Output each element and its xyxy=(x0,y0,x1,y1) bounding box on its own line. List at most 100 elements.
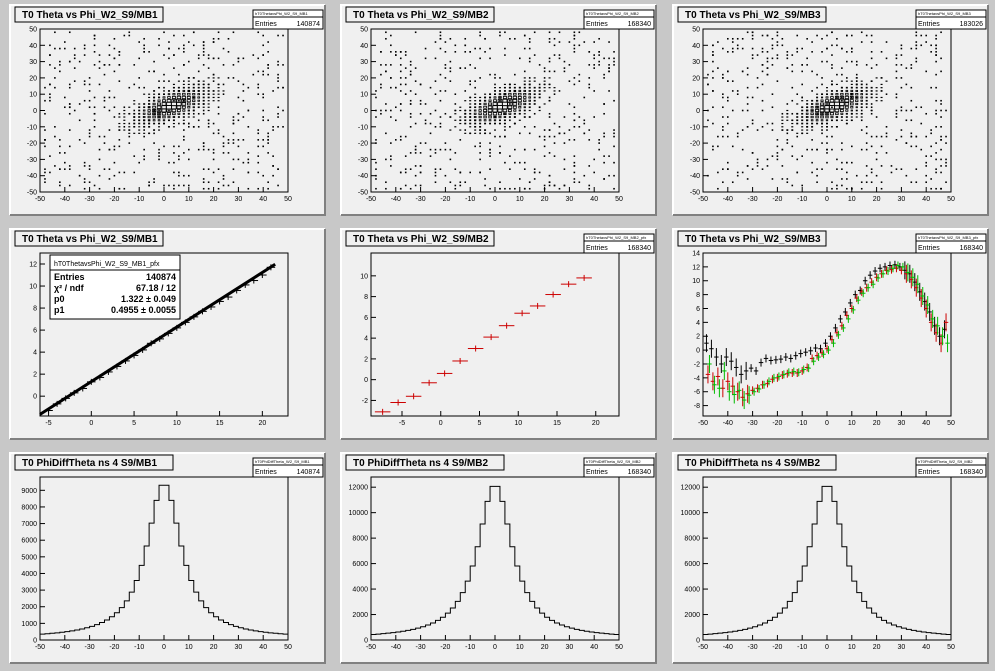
scatter-point xyxy=(469,103,472,105)
stats-box-name: hT0ThetavsPhi_W2_S9_MB2_pfx xyxy=(586,235,646,240)
scatter-cell xyxy=(487,105,493,109)
scatter-point xyxy=(242,99,245,102)
scatter-point xyxy=(712,54,714,56)
scatter-point xyxy=(128,106,131,108)
scatter-point xyxy=(183,51,185,53)
x-tick-label: -40 xyxy=(60,644,70,651)
scatter-point xyxy=(444,112,447,115)
scatter-point xyxy=(138,77,140,79)
scatter-point xyxy=(133,171,136,174)
x-tick-label: -10 xyxy=(797,420,807,427)
scatter-point xyxy=(202,142,205,144)
scatter-point xyxy=(439,99,442,102)
scatter-cell xyxy=(865,96,868,99)
scatter-point xyxy=(148,51,150,53)
scatter-point xyxy=(399,57,402,60)
scatter-point xyxy=(98,54,101,56)
scatter-cell xyxy=(192,109,195,112)
scatter-point xyxy=(533,31,536,34)
entries-label: Entries xyxy=(918,245,940,252)
scatter-point xyxy=(434,93,437,95)
scatter-cell xyxy=(167,96,171,99)
scatter-point xyxy=(68,165,71,167)
scatter-cell xyxy=(806,122,809,125)
y-tick-label: 9000 xyxy=(21,488,37,495)
scatter-point xyxy=(380,73,382,76)
scatter-cell xyxy=(508,86,511,89)
scatter-point xyxy=(538,86,541,89)
scatter-point xyxy=(791,64,794,66)
scatter-point xyxy=(935,60,937,63)
scatter-point xyxy=(44,86,46,89)
scatter-point xyxy=(756,165,759,167)
scatter-point xyxy=(375,139,377,141)
scatter-point xyxy=(479,47,481,50)
scatter-point xyxy=(875,174,878,177)
scatter-point xyxy=(791,86,794,89)
scatter-point xyxy=(826,161,828,164)
scatter-cell xyxy=(143,119,146,122)
scatter-point xyxy=(414,80,417,82)
scatter-cell xyxy=(528,86,531,89)
scatter-point xyxy=(503,83,506,86)
scatter-cell xyxy=(502,98,508,103)
scatter-point xyxy=(801,129,804,131)
scatter-point xyxy=(464,112,467,115)
x-tick-label: 10 xyxy=(848,644,856,651)
scatter-point xyxy=(509,103,511,105)
scatter-point xyxy=(123,171,126,174)
scatter-point xyxy=(870,51,873,53)
x-tick-label: -20 xyxy=(109,196,119,203)
scatter-point xyxy=(598,37,600,40)
scatter-cell xyxy=(825,96,829,99)
x-tick-label: -30 xyxy=(85,196,95,203)
scatter-cell xyxy=(138,122,141,125)
scatter-point xyxy=(277,126,279,128)
scatter-cell xyxy=(801,116,804,118)
scatter-point xyxy=(761,109,764,112)
scatter-point xyxy=(900,54,903,56)
scatter-cell xyxy=(473,115,477,119)
scatter-point xyxy=(568,80,571,82)
scatter-cell xyxy=(187,112,190,115)
scatter-point xyxy=(538,109,541,112)
scatter-cell xyxy=(474,125,477,128)
scatter-point xyxy=(202,178,205,180)
scatter-point xyxy=(920,122,923,125)
scatter-cell xyxy=(865,93,868,96)
scatter-point xyxy=(108,178,111,180)
scatter-point xyxy=(538,83,541,86)
scatter-point xyxy=(217,100,220,102)
scatter-point xyxy=(880,165,883,167)
scatter-cell xyxy=(834,95,839,99)
scatter-point xyxy=(751,34,754,37)
scatter-point xyxy=(895,77,898,79)
scatter-point xyxy=(543,155,546,157)
scatter-point xyxy=(469,96,472,99)
y-tick-label: -20 xyxy=(358,141,368,148)
scatter-cell xyxy=(474,122,477,125)
scatter-cell xyxy=(855,83,858,86)
scatter-point xyxy=(454,152,457,154)
scatter-point xyxy=(479,152,481,154)
scatter-cell xyxy=(844,98,850,103)
scatter-point xyxy=(736,135,739,138)
scatter-cell xyxy=(469,106,472,109)
scatter-point xyxy=(553,90,556,92)
scatter-point xyxy=(479,96,482,99)
scatter-point xyxy=(613,174,615,177)
scatter-cell xyxy=(474,119,477,122)
scatter-point xyxy=(885,57,888,60)
scatter-point xyxy=(385,187,387,190)
scatter-point xyxy=(419,83,422,86)
scatter-point xyxy=(83,161,86,164)
scatter-cell xyxy=(488,115,492,119)
y-tick-label: 50 xyxy=(360,27,368,34)
scatter-point xyxy=(593,57,595,60)
scatter-point xyxy=(143,93,146,95)
scatter-point xyxy=(940,187,942,190)
scatter-point xyxy=(192,109,195,112)
y-tick-label: 6000 xyxy=(684,561,700,568)
scatter-point xyxy=(846,51,848,53)
scatter-point xyxy=(464,44,467,47)
